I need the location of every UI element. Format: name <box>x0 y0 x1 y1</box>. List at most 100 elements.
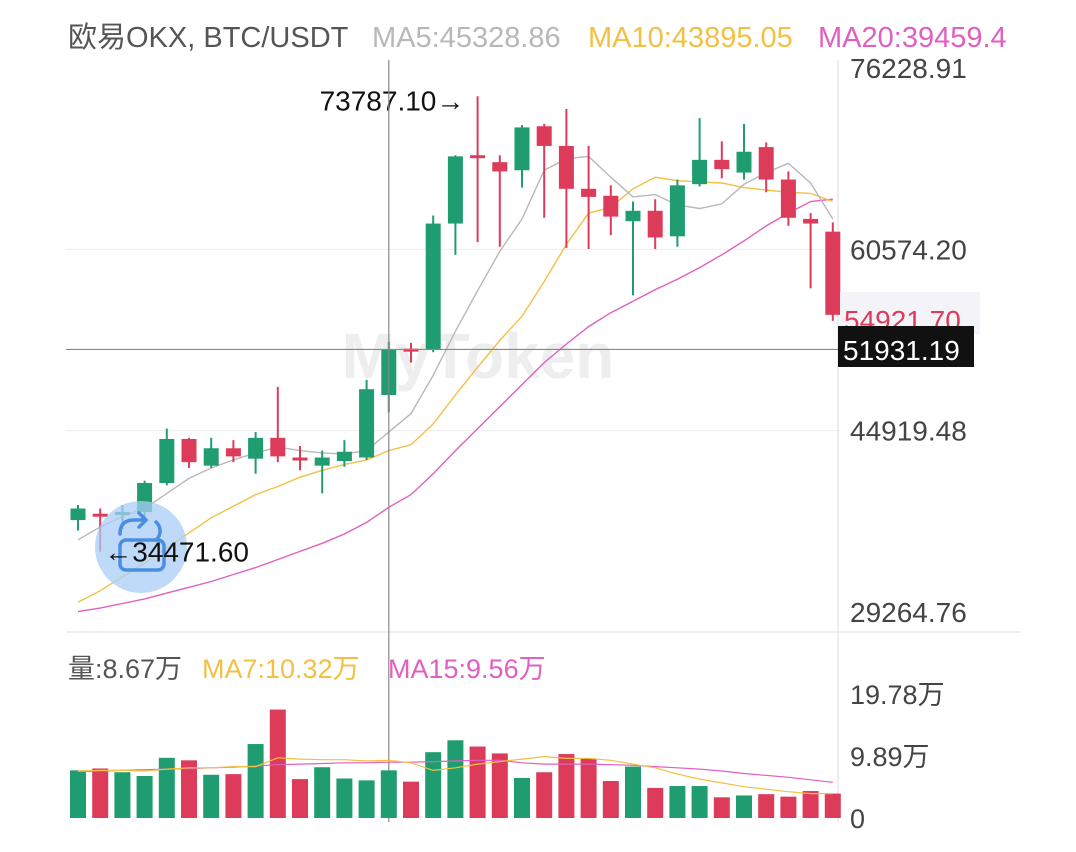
price-tick-label: 76228.91 <box>850 53 967 84</box>
ma5-legend: MA5:45328.86 <box>372 22 561 54</box>
candle-body <box>625 210 641 222</box>
candle <box>825 222 841 321</box>
candle <box>736 123 752 180</box>
candle-body <box>359 389 375 458</box>
candle <box>536 123 552 218</box>
volume-bar <box>802 791 819 818</box>
price-axis: 76228.91 60574.20 44919.48 29264.76 <box>850 53 967 628</box>
volume-bar <box>691 786 708 818</box>
candle-body <box>181 439 197 463</box>
price-tick-label: 44919.48 <box>850 416 967 447</box>
candle-body <box>292 457 308 461</box>
candle-body <box>270 437 286 457</box>
volume-bar <box>469 746 486 818</box>
candle-body <box>248 437 264 459</box>
volume-bar <box>203 774 220 818</box>
candle <box>314 450 330 494</box>
volume-bar <box>625 766 641 818</box>
candle-body <box>470 155 486 159</box>
candle <box>336 440 352 467</box>
candle <box>159 428 175 486</box>
volume-bar <box>669 786 686 818</box>
volume-bar <box>580 758 597 818</box>
candle <box>270 386 286 463</box>
crosshair-price-label: 51931.19 <box>843 335 960 366</box>
candle-body <box>425 223 441 350</box>
ma10-legend: MA10:43895.05 <box>588 22 793 54</box>
volume-bar <box>225 774 242 818</box>
volume-bar <box>447 740 464 818</box>
volume-bar <box>92 768 109 818</box>
candle-body <box>225 448 241 457</box>
volume-bar <box>558 754 575 818</box>
ma20-line <box>77 198 833 613</box>
candle-body <box>669 185 685 237</box>
candle-body <box>314 457 330 466</box>
volume-bar <box>314 767 331 818</box>
candle <box>803 213 819 289</box>
candle-body <box>92 513 108 517</box>
volume-bar <box>136 775 153 818</box>
volume-bar <box>824 793 841 818</box>
candle <box>603 185 619 236</box>
candle <box>625 201 641 296</box>
chart-tool-button[interactable] <box>95 501 187 593</box>
crosshair-price-tag <box>838 326 974 367</box>
candle-body <box>159 439 175 484</box>
volume-bar <box>536 772 553 818</box>
candle-body <box>603 195 619 217</box>
candle-body <box>758 147 774 180</box>
volume-axis: 19.78万 9.89万 0 <box>850 680 945 834</box>
candle <box>581 145 597 250</box>
candle <box>447 155 463 255</box>
candle <box>558 108 574 248</box>
candle <box>714 141 730 179</box>
vol-ma7-line <box>77 755 833 795</box>
min-price-marker: ←34471.60 <box>104 537 249 568</box>
vol-ma15-legend: MA15:9.56万 <box>388 654 546 684</box>
volume-bar <box>403 781 419 818</box>
candle <box>692 118 708 187</box>
candle <box>758 142 774 193</box>
volume-bar <box>491 753 508 818</box>
volume-bar <box>736 795 752 818</box>
max-price-marker: 73787.10→ <box>320 85 465 116</box>
candle-body <box>203 448 219 466</box>
volume-bar <box>181 760 197 818</box>
candle-body <box>647 210 663 238</box>
candle-body <box>536 126 552 146</box>
volume-tick-label: 9.89万 <box>850 742 930 772</box>
volume-bar <box>602 781 619 818</box>
candle-body <box>692 159 708 185</box>
candle <box>780 171 796 226</box>
candle <box>492 155 508 247</box>
pair-title: 欧易OKX, BTC/USDT <box>68 21 349 54</box>
volume-bar <box>292 779 308 818</box>
candle-body <box>825 231 841 315</box>
volume-bar <box>358 780 375 818</box>
candle-body <box>70 508 86 521</box>
candle <box>669 179 685 247</box>
candle-body <box>803 218 819 224</box>
volume-bar <box>758 794 775 818</box>
candle <box>203 437 219 468</box>
candle-body <box>514 127 530 171</box>
volume-bar <box>514 777 530 818</box>
price-tick-label: 29264.76 <box>850 597 967 628</box>
volume-bar <box>247 744 264 818</box>
vol-ma7-legend: MA7:10.32万 <box>202 654 360 684</box>
candle <box>470 96 486 243</box>
volume-bar <box>336 778 353 818</box>
volume-tick-label: 0 <box>850 804 865 834</box>
candle <box>225 440 241 463</box>
candle <box>292 445 308 471</box>
tool-button-circle[interactable] <box>95 501 187 593</box>
candle <box>359 379 375 460</box>
candle-body <box>447 156 463 224</box>
volume-bar <box>158 757 175 818</box>
volume-bar <box>114 772 131 818</box>
tool-refresh-icon <box>118 511 166 572</box>
candle-body <box>558 145 574 189</box>
candle-body <box>714 159 730 170</box>
